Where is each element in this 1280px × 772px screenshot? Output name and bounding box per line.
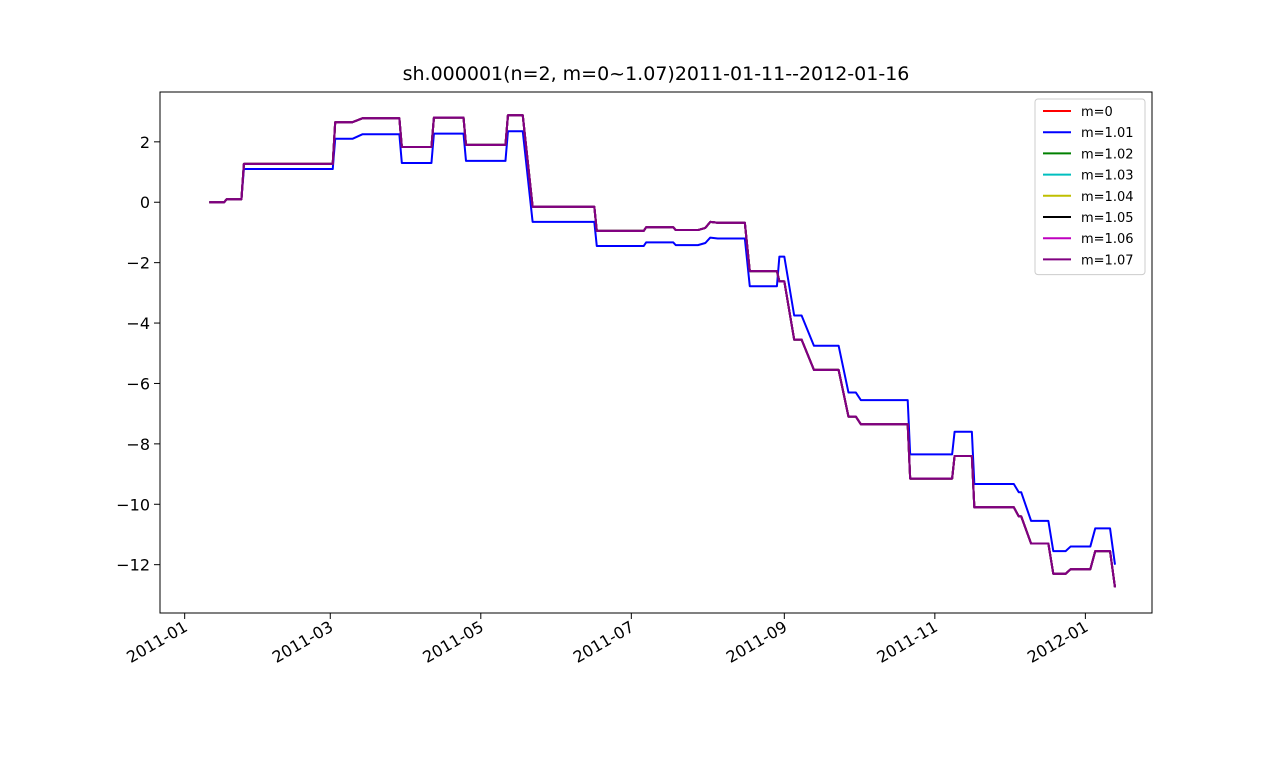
legend-box [1034, 98, 1146, 276]
y-tick-label: −6 [126, 374, 150, 393]
series-line-m-1-02 [209, 114, 1116, 588]
x-axis-ticks: 2011-01 2011-03 2011-05 2011-07 2011-09 2011-… [123, 613, 1091, 667]
x-tick-label: 2011-07 [570, 617, 637, 667]
series-line-m-1-01 [209, 130, 1116, 565]
legend-label: m=1.04 [1081, 190, 1134, 205]
x-tick-label: 2011-03 [269, 617, 336, 667]
legend-label: m=1.06 [1081, 232, 1134, 247]
series-line-m-1-06 [209, 114, 1116, 588]
series-line-m-1-05 [209, 114, 1116, 588]
chart-title: sh.000001(n=2, m=0~1.07)2011-01-11--2012… [403, 63, 910, 85]
x-tick-label: 2011-01 [123, 617, 190, 667]
y-tick-label: −4 [126, 314, 150, 333]
legend: m=0 m=1.01 m=1.02 m=1.03 m=1.04 m=1.05 m=1.06 m… [1034, 98, 1146, 276]
plot-lines [209, 114, 1116, 588]
legend-label: m=1.03 [1081, 169, 1134, 184]
legend-label: m=1.07 [1081, 253, 1134, 268]
y-tick-label: −12 [116, 556, 150, 575]
legend-label: m=1.05 [1081, 211, 1134, 226]
series-line-m-0 [209, 114, 1116, 588]
series-line-m-1-07 [209, 114, 1116, 588]
y-axis-ticks: 2 0 −2 −4 −6 −8 −10 −12 [116, 133, 160, 575]
legend-label: m=1.02 [1081, 147, 1134, 162]
legend-label: m=0 [1081, 105, 1113, 120]
y-tick-label: −10 [116, 495, 150, 514]
y-tick-label: 0 [140, 193, 150, 212]
x-tick-label: 2011-11 [873, 617, 940, 667]
y-tick-label: −8 [126, 435, 150, 454]
series-line-m-1-03 [209, 114, 1116, 588]
y-tick-label: −2 [126, 254, 150, 273]
x-tick-label: 2011-09 [723, 617, 790, 667]
x-tick-label: 2011-05 [419, 617, 486, 667]
plot-area-frame [159, 91, 1153, 614]
y-tick-label: 2 [140, 133, 150, 152]
legend-label: m=1.01 [1081, 126, 1134, 141]
x-tick-label: 2012-01 [1024, 617, 1091, 667]
series-line-m-1-04 [209, 114, 1116, 588]
